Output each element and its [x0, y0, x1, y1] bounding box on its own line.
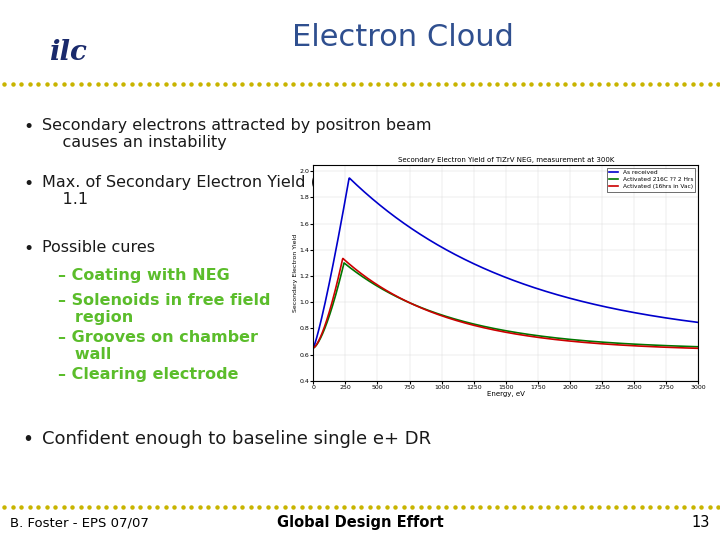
Activated (16hrs in Vac) [610, 341, 618, 348]
As received [574, 297, 582, 303]
Activated 216C ?? 2 Hrs [340, 260, 348, 266]
Text: – Coating with NEG: – Coating with NEG [58, 268, 230, 283]
As received [348, 178, 357, 185]
Activated 216C ?? 2 Hrs [574, 337, 582, 343]
As received [610, 306, 618, 312]
Line: Activated (16hrs in Vac): Activated (16hrs in Vac) [313, 259, 698, 348]
Text: •: • [22, 430, 34, 449]
As received [309, 345, 318, 351]
As received [465, 259, 474, 265]
Text: •: • [23, 118, 33, 136]
Text: 13: 13 [692, 515, 710, 530]
Activated 216C ?? 2 Hrs [479, 323, 487, 329]
Activated 216C ?? 2 Hrs [694, 343, 703, 350]
Activated 216C ?? 2 Hrs [610, 340, 618, 346]
Text: – Grooves on chamber
   wall: – Grooves on chamber wall [58, 330, 258, 362]
Text: – Clearing electrode: – Clearing electrode [58, 367, 238, 382]
Text: – Solenoids in free field
   region: – Solenoids in free field region [58, 293, 271, 326]
Text: Confident enough to baseline single e+ DR: Confident enough to baseline single e+ D… [42, 430, 431, 448]
Text: •: • [23, 175, 33, 193]
Text: Secondary electrons attracted by positron beam
    causes an instability: Secondary electrons attracted by positro… [42, 118, 431, 151]
Legend: As received, Activated 216C ?? 2 Hrs, Activated (16hrs in Vac): As received, Activated 216C ?? 2 Hrs, Ac… [607, 167, 696, 192]
Activated (16hrs in Vac) [479, 325, 487, 331]
Activated (16hrs in Vac) [338, 255, 347, 262]
Text: Max. of Secondary Electron Yield (SEY) should be <
    1.1: Max. of Secondary Electron Yield (SEY) s… [42, 175, 455, 207]
As received [694, 319, 703, 326]
Title: Secondary Electron Yield of TiZrV NEG, measurement at 300K: Secondary Electron Yield of TiZrV NEG, m… [397, 157, 614, 163]
As received [479, 265, 487, 271]
As received [616, 307, 625, 313]
As received [345, 175, 354, 181]
Text: Global Design Effort: Global Design Effort [276, 515, 444, 530]
Activated (16hrs in Vac) [574, 339, 582, 345]
Text: Electron Cloud: Electron Cloud [292, 24, 514, 52]
Activated 216C ?? 2 Hrs [309, 345, 318, 351]
Activated (16hrs in Vac) [465, 321, 474, 327]
Activated (16hrs in Vac) [348, 264, 357, 271]
Activated (16hrs in Vac) [694, 345, 703, 352]
Y-axis label: Secondary Electron Yield: Secondary Electron Yield [293, 234, 298, 312]
Activated 216C ?? 2 Hrs [465, 320, 474, 326]
Activated 216C ?? 2 Hrs [616, 340, 625, 347]
Line: As received: As received [313, 178, 698, 348]
Activated (16hrs in Vac) [309, 345, 318, 351]
X-axis label: Energy, eV: Energy, eV [487, 392, 525, 397]
Text: B. Foster - EPS 07/07: B. Foster - EPS 07/07 [10, 517, 149, 530]
Line: Activated 216C ?? 2 Hrs: Activated 216C ?? 2 Hrs [313, 263, 698, 348]
Text: •: • [23, 240, 33, 258]
Activated (16hrs in Vac) [616, 342, 625, 348]
Text: Possible cures: Possible cures [42, 240, 155, 255]
Activated 216C ?? 2 Hrs [348, 267, 357, 273]
Text: ilc: ilc [49, 38, 87, 65]
